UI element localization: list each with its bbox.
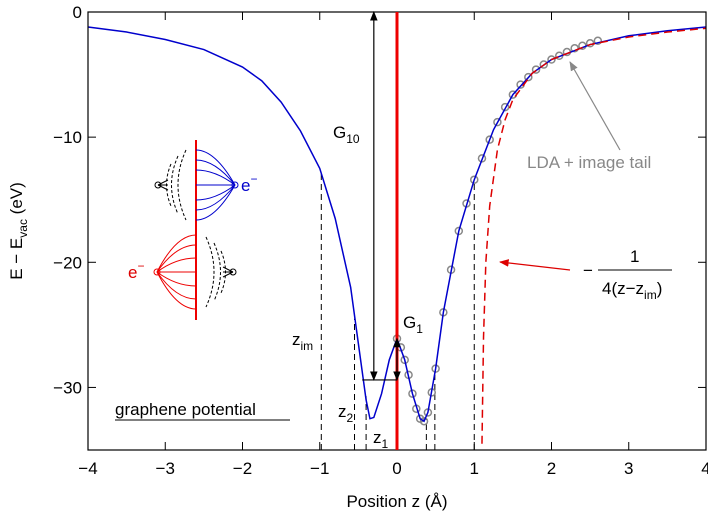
annotation-arrow — [569, 61, 621, 151]
position-label: zim — [292, 330, 313, 353]
position-label-sub: 1 — [382, 437, 389, 451]
inset-diagram — [153, 140, 239, 320]
x-tick-label: 3 — [624, 459, 633, 478]
electron-sup: − — [250, 172, 257, 186]
formula-den: 4(z−zim) — [602, 279, 662, 302]
annotation-arrow — [499, 259, 571, 271]
series-line — [481, 27, 707, 444]
gap-label-sub: 1 — [416, 322, 423, 336]
electron-label: e− — [128, 259, 144, 282]
y-label-sub: vac — [16, 219, 30, 238]
electron-main: e — [128, 263, 137, 282]
position-label: z1 — [373, 428, 389, 451]
electron-label: e− — [241, 172, 257, 195]
y-axis-label: E − Evac (eV) — [7, 182, 30, 280]
data-point — [400, 355, 409, 365]
x-tick-label: 1 — [470, 459, 479, 478]
data-point — [500, 102, 510, 112]
graphene-label: graphene potential — [115, 400, 256, 419]
x-tick-label: −4 — [78, 459, 97, 478]
x-tick-label: −2 — [233, 459, 252, 478]
gap-label-sub: 10 — [346, 132, 360, 146]
y-tick-label: −10 — [53, 128, 82, 147]
y-label-unit: (eV) — [7, 182, 26, 219]
formula-den-main: 4(z−z — [602, 279, 644, 298]
data-point — [593, 36, 603, 46]
y-tick-label: 0 — [73, 3, 82, 22]
x-tick-label: −1 — [310, 459, 329, 478]
position-label-sub: im — [301, 339, 314, 353]
x-tick-label: 4 — [701, 459, 708, 478]
gap-label-main: G — [333, 123, 346, 142]
data-point — [493, 117, 502, 127]
lda-label: LDA + image tail — [527, 153, 651, 172]
position-label-main: z — [373, 428, 382, 447]
x-axis-label: Position z (Å) — [346, 492, 447, 511]
formula-den-end: ) — [657, 279, 663, 298]
data-point — [531, 65, 541, 74]
gap-label-main: G — [403, 313, 416, 332]
data-point — [419, 416, 429, 426]
data-point — [547, 55, 556, 64]
data-point — [470, 175, 479, 184]
data-point — [570, 44, 579, 53]
data-point — [524, 72, 533, 82]
y-tick-label: −20 — [53, 253, 82, 272]
x-tick-label: −3 — [156, 459, 175, 478]
data-point — [477, 154, 487, 163]
formula-den-sub: im — [644, 288, 657, 302]
electron-sup: − — [137, 259, 144, 273]
data-point — [539, 60, 549, 69]
position-label: z2 — [338, 402, 354, 425]
formula-num: 1 — [630, 247, 639, 266]
gap-label: G1 — [403, 313, 423, 336]
position-label-main: z — [338, 402, 347, 421]
position-label-main: z — [292, 330, 301, 349]
position-label-sub: 2 — [347, 411, 354, 425]
electron-main: e — [241, 176, 250, 195]
x-tick-label: 0 — [392, 459, 401, 478]
y-label-main: E − E — [7, 238, 26, 280]
y-tick-label: −30 — [53, 378, 82, 397]
data-point — [408, 389, 417, 398]
x-tick-label: 2 — [547, 459, 556, 478]
formula-minus: − — [583, 261, 593, 280]
gap-label: G10 — [333, 123, 360, 146]
data-point — [485, 135, 494, 144]
